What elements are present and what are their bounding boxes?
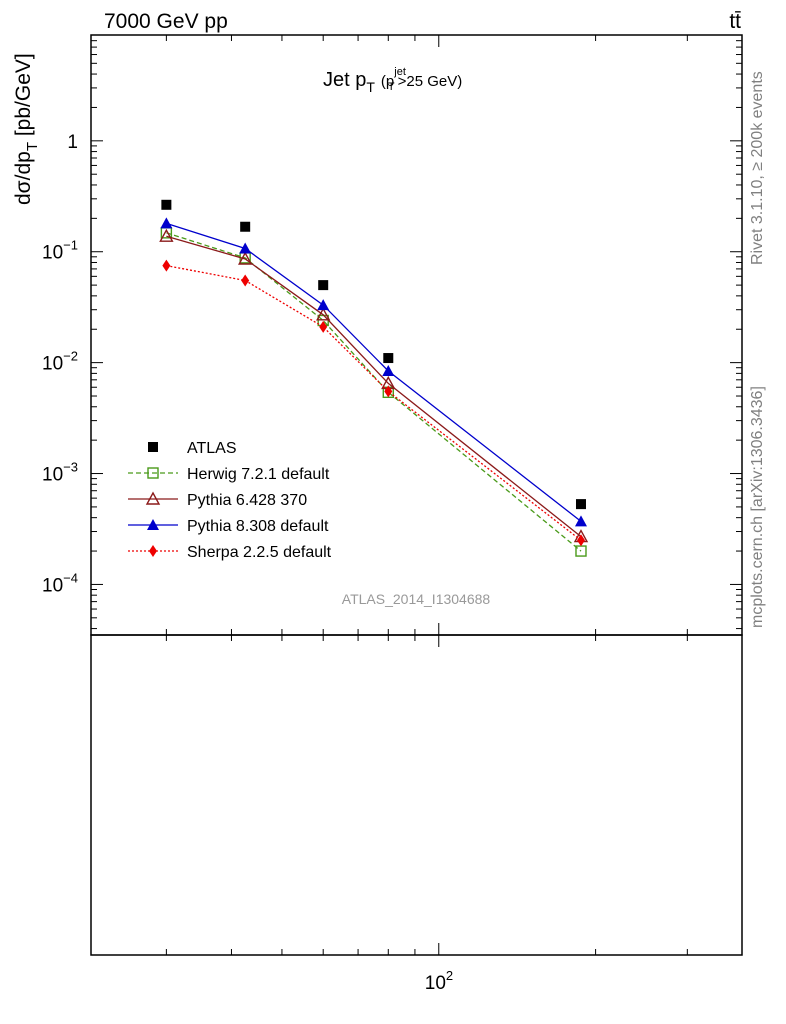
legend-marker bbox=[147, 467, 159, 479]
legend-label: Pythia 8.308 default bbox=[187, 518, 329, 535]
data-point bbox=[159, 228, 174, 242]
data-point bbox=[575, 499, 586, 510]
legend-item: ATLAS bbox=[148, 440, 237, 457]
data-point bbox=[576, 534, 585, 547]
ratio-plot-frame bbox=[90, 634, 743, 956]
data-point bbox=[241, 274, 250, 287]
plot-title: Jet pT (pjet T >25 GeV) bbox=[323, 66, 462, 95]
y-tick-label: 10−4 bbox=[42, 570, 78, 596]
header-energy-label: 7000 GeV pp bbox=[104, 10, 228, 33]
series-line bbox=[166, 235, 582, 538]
data-point bbox=[162, 259, 171, 272]
data-point bbox=[319, 320, 328, 333]
series-line bbox=[166, 232, 582, 552]
legend-item: Herwig 7.2.1 default bbox=[128, 466, 330, 483]
y-tick-label: 1 bbox=[67, 132, 78, 153]
data-point bbox=[240, 221, 251, 232]
y-tick-label: 10−1 bbox=[42, 238, 78, 264]
legend-label: Herwig 7.2.1 default bbox=[187, 466, 330, 483]
data-point bbox=[239, 242, 252, 254]
axis-tick-labels: 1 10−1 10−2 10−3 10−4 102 bbox=[42, 132, 453, 994]
data-point bbox=[574, 515, 587, 527]
mcplots-reference-label: mcplots.cern.ch [arXiv:1306.3436] bbox=[749, 386, 766, 628]
x-tick-label: 102 bbox=[425, 968, 453, 994]
legend-label: ATLAS bbox=[187, 440, 237, 457]
legend-marker bbox=[149, 545, 157, 557]
data-point bbox=[317, 299, 330, 311]
rivet-version-label: Rivet 3.1.10, ≥ 200k events bbox=[749, 71, 766, 265]
axis-ticks bbox=[91, 34, 742, 955]
legend-item: Pythia 8.308 default bbox=[128, 518, 329, 535]
series-pythia-8-308-default bbox=[160, 217, 587, 527]
legend-marker bbox=[147, 519, 159, 530]
data-point bbox=[382, 365, 395, 377]
legend: ATLAS Herwig 7.2.1 default Pythia 6.428 37… bbox=[128, 440, 332, 561]
legend-label: Pythia 6.428 370 bbox=[187, 492, 307, 509]
y-tick-label: 10−2 bbox=[42, 349, 78, 375]
header-process-label: tt̄ bbox=[729, 10, 741, 33]
data-point bbox=[161, 199, 172, 210]
legend-marker bbox=[148, 442, 158, 452]
data-point bbox=[384, 385, 393, 398]
series-line bbox=[166, 264, 582, 541]
y-axis-label: dσ/dpT [pb/GeV] bbox=[12, 53, 41, 205]
data-point bbox=[237, 251, 253, 265]
data-point bbox=[160, 217, 173, 229]
legend-marker bbox=[145, 491, 161, 505]
data-point bbox=[383, 353, 394, 364]
data-series bbox=[159, 199, 589, 557]
y-tick-label: 10−3 bbox=[42, 460, 78, 486]
series-atlas bbox=[161, 199, 586, 510]
legend-item: Sherpa 2.2.5 default bbox=[128, 544, 332, 561]
data-point bbox=[316, 307, 331, 321]
series-sherpa-2-2-5-default bbox=[162, 259, 585, 547]
data-point bbox=[318, 280, 329, 291]
legend-label: Sherpa 2.2.5 default bbox=[187, 544, 332, 561]
legend-item: Pythia 6.428 370 bbox=[128, 491, 307, 509]
analysis-watermark: ATLAS_2014_I1304688 bbox=[342, 591, 491, 607]
